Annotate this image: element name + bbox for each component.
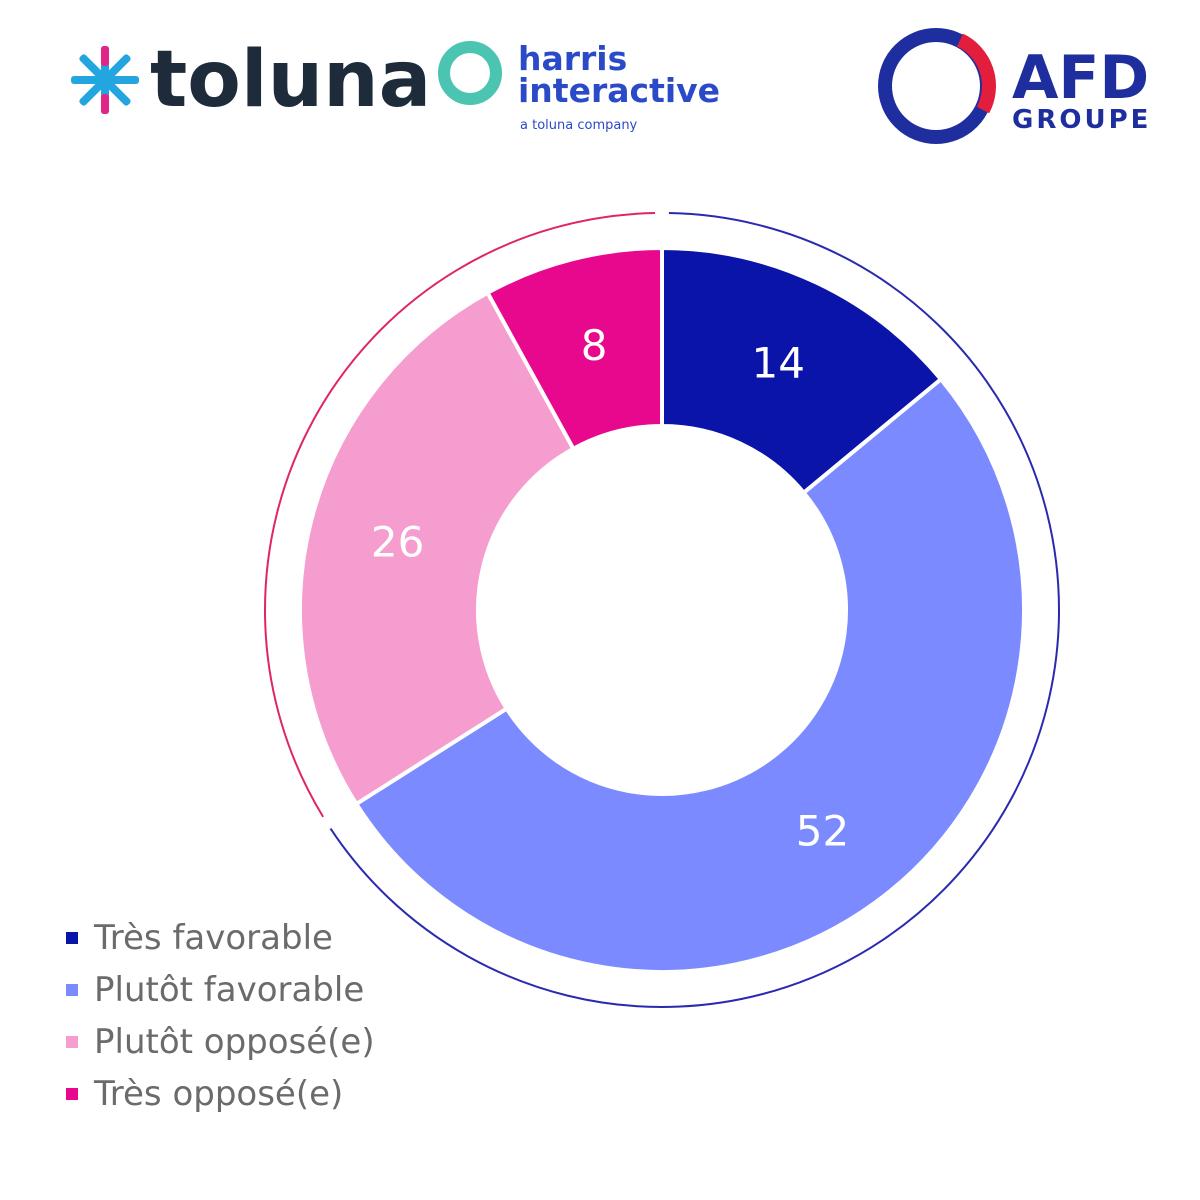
toluna-star-icon <box>71 46 139 114</box>
legend-swatch <box>66 932 78 944</box>
slice-value-label: 52 <box>796 806 849 855</box>
legend: Très favorable Plutôt favorable Plutôt o… <box>66 912 375 1120</box>
harris-line2: interactive <box>518 71 720 110</box>
afd-ring-icon <box>878 28 996 144</box>
legend-item-plutot-oppose: Plutôt opposé(e) <box>66 1016 375 1068</box>
legend-label: Très opposé(e) <box>94 1074 344 1114</box>
group-arc-favorable <box>329 212 1060 1008</box>
harris-tagline: a toluna company <box>520 118 638 133</box>
group-arc-opposed <box>264 212 656 818</box>
slice-value-label: 26 <box>371 518 424 567</box>
donut-slice <box>298 290 577 807</box>
donut-slice <box>484 245 664 452</box>
legend-item-plutot-favorable: Plutôt favorable <box>66 964 375 1016</box>
legend-label: Très favorable <box>94 918 333 958</box>
afd-logo: AFD GROUPE <box>878 28 1151 144</box>
toluna-logo: toluna <box>71 35 431 125</box>
harris-logo: harris interactive a toluna company <box>438 39 720 133</box>
legend-swatch <box>66 984 78 996</box>
slice-value-label: 14 <box>752 338 805 387</box>
legend-item-tres-favorable: Très favorable <box>66 912 375 964</box>
harris-ring-icon <box>438 41 502 105</box>
afd-line1: AFD <box>1012 43 1149 113</box>
legend-swatch <box>66 1036 78 1048</box>
donut-slice <box>660 245 944 496</box>
legend-label: Plutôt favorable <box>94 970 365 1010</box>
legend-swatch <box>66 1088 78 1100</box>
donut-slice <box>353 376 1026 974</box>
slice-value-label: 8 <box>581 321 608 370</box>
afd-line2: GROUPE <box>1012 105 1151 135</box>
legend-label: Plutôt opposé(e) <box>94 1022 375 1062</box>
legend-item-tres-oppose: Très opposé(e) <box>66 1068 375 1120</box>
toluna-wordmark: toluna <box>150 35 431 125</box>
harris-line1: harris <box>518 39 627 78</box>
